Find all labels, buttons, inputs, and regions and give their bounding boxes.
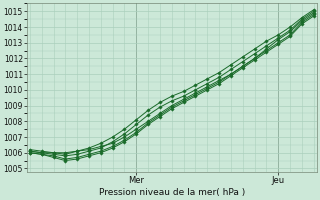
X-axis label: Pression niveau de la mer( hPa ): Pression niveau de la mer( hPa ) — [99, 188, 245, 197]
